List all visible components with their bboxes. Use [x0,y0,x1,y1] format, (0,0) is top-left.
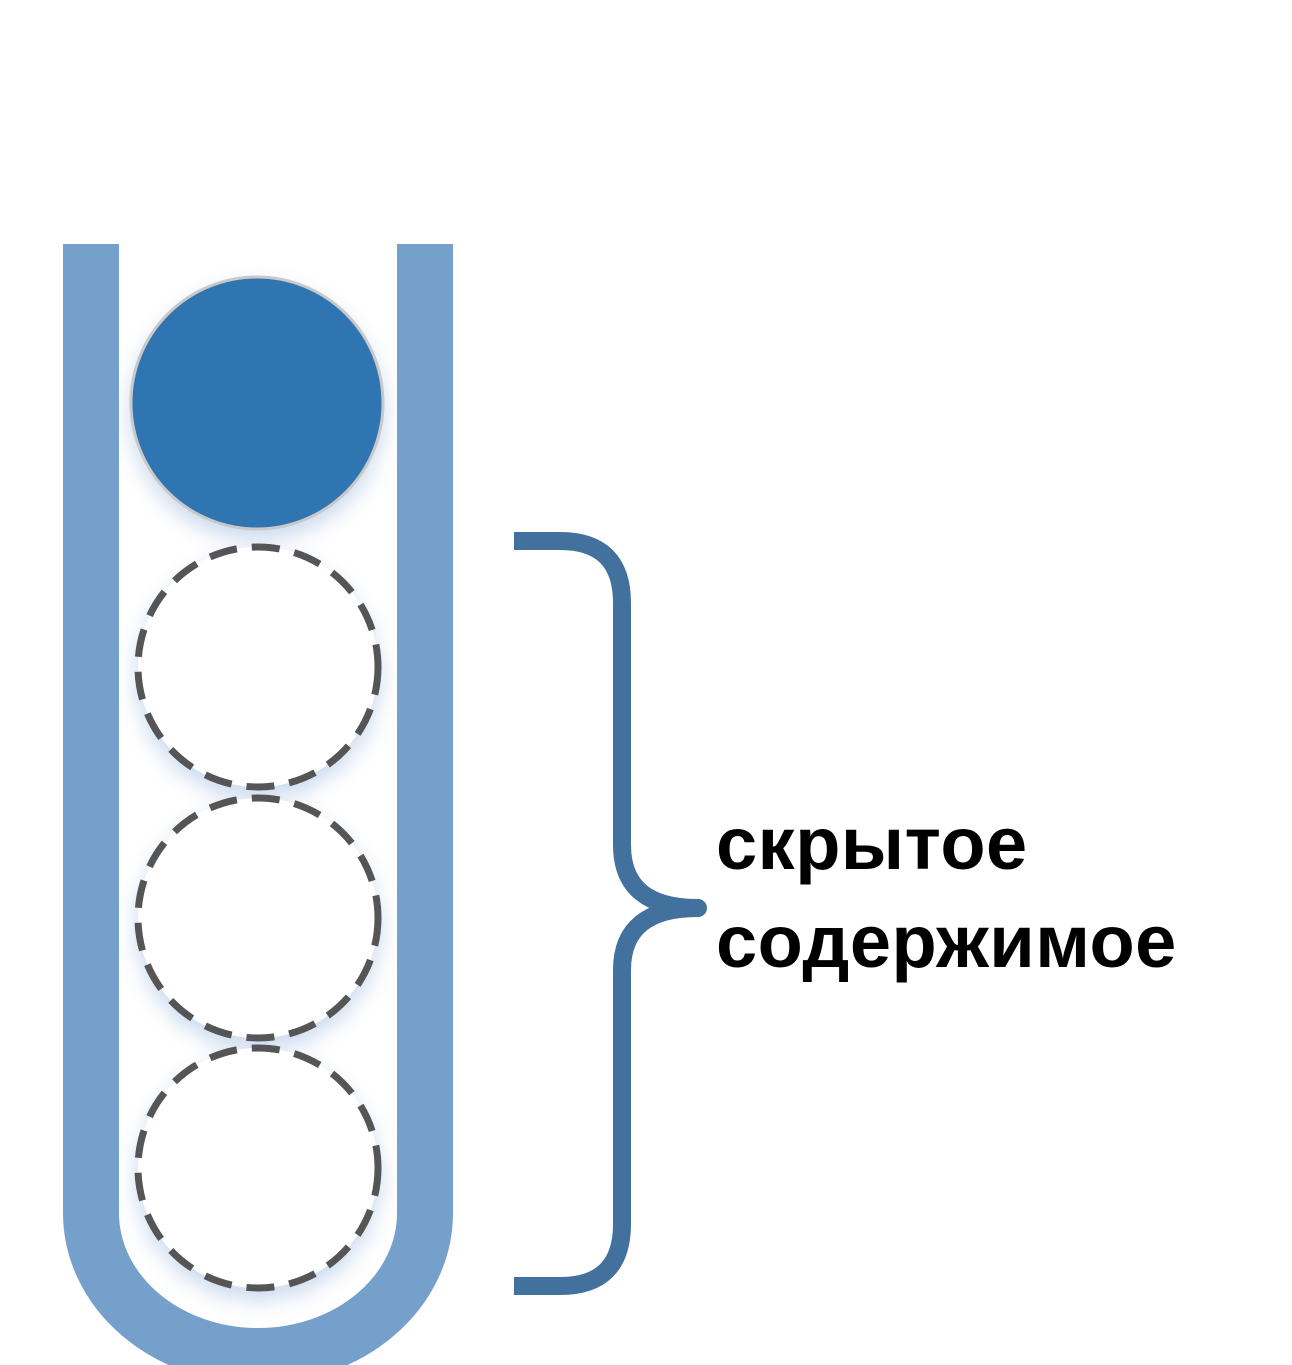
curly-brace [514,532,707,1295]
hidden-ball [134,1044,382,1292]
hidden-ball [134,794,382,1042]
label-line-2: содержимое [716,900,1177,983]
visible-ball [129,275,385,531]
hidden-balls [134,543,382,1292]
hidden-ball [134,543,382,791]
hidden-content-label: скрытое содержимое [716,802,1177,983]
label-line-1: скрытое [716,802,1028,885]
tube [63,244,453,1365]
